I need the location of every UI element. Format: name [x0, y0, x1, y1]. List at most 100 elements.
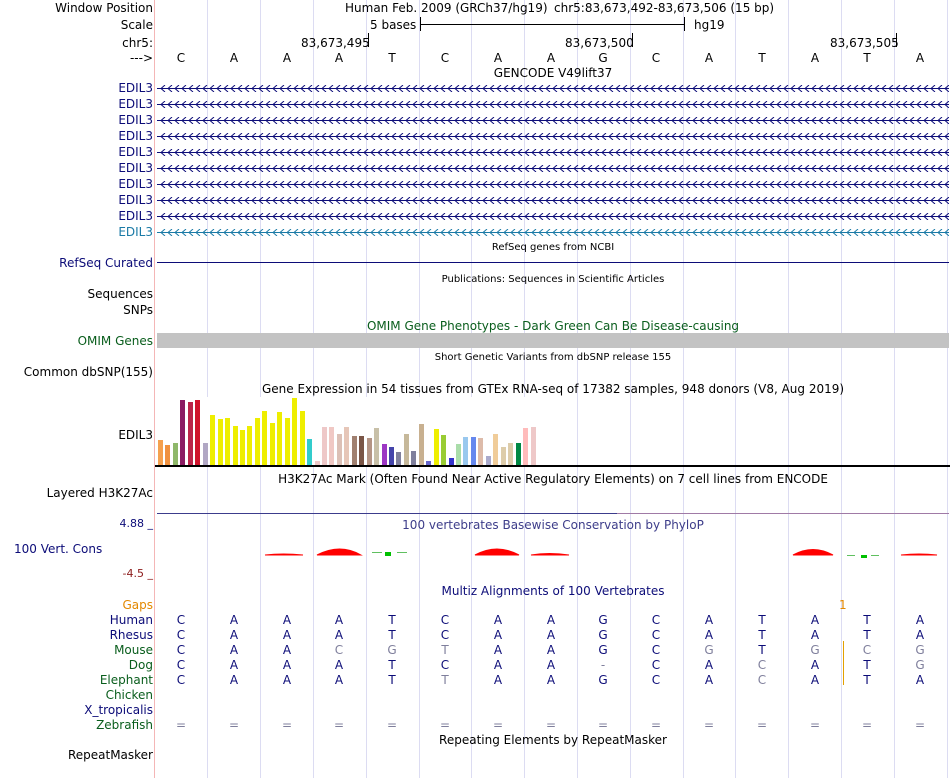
dbsnp-track-title[interactable]: Short Genetic Variants from dbSNP releas…	[434, 352, 672, 363]
species-label-rhesus[interactable]: Rhesus	[109, 628, 153, 642]
repeatmasker-label[interactable]: RepeatMasker	[67, 748, 153, 762]
gtex-tissue-bar[interactable]	[292, 398, 298, 465]
gencode-transcript-label[interactable]: EDIL3	[118, 129, 153, 143]
gtex-tissue-bar[interactable]	[225, 418, 230, 465]
gtex-tissue-bar[interactable]	[441, 435, 447, 465]
multiz-track-title[interactable]: Multiz Alignments of 100 Vertebrates	[441, 584, 665, 598]
gtex-tissue-bar[interactable]	[456, 444, 461, 465]
gtex-tissue-bar[interactable]	[284, 418, 290, 465]
chrom-label[interactable]: chr5:	[122, 36, 153, 50]
gencode-transcript-strand[interactable]	[157, 101, 949, 108]
gencode-transcript-label[interactable]: EDIL3	[118, 177, 153, 191]
gencode-transcript-strand[interactable]	[157, 213, 949, 220]
gtex-tissue-bar[interactable]	[262, 411, 268, 465]
gtex-tissue-bar[interactable]	[366, 438, 372, 465]
gtex-tissue-bar[interactable]	[240, 430, 245, 465]
gencode-transcript-strand[interactable]	[157, 85, 949, 92]
gencode-transcript-label[interactable]: EDIL3	[118, 81, 153, 95]
gtex-tissue-bar[interactable]	[381, 444, 387, 465]
gtex-tissue-bar[interactable]	[523, 428, 529, 465]
gtex-tissue-bar[interactable]	[426, 461, 432, 465]
gtex-tissue-bar[interactable]	[403, 434, 409, 465]
gencode-transcript-label[interactable]: EDIL3	[118, 161, 153, 175]
gencode-transcript-strand[interactable]	[157, 149, 949, 156]
gencode-transcript-label[interactable]: EDIL3	[118, 145, 153, 159]
gencode-track-title[interactable]: GENCODE V49lift37	[493, 66, 613, 80]
gtex-gene-label[interactable]: EDIL3	[118, 428, 153, 442]
gtex-tissue-bar[interactable]	[478, 438, 484, 465]
omim-genes-label[interactable]: OMIM Genes	[77, 334, 153, 348]
gtex-tissue-bar[interactable]	[411, 451, 417, 465]
gencode-transcript-label[interactable]: EDIL3	[118, 193, 153, 207]
gtex-tissue-bar[interactable]	[172, 443, 178, 465]
gencode-transcript-label[interactable]: EDIL3	[118, 113, 153, 127]
phylop-track-title[interactable]: 100 vertebrates Basewise Conservation by…	[402, 518, 704, 532]
h3k27ac-track-title[interactable]: H3K27Ac Mark (Often Found Near Active Re…	[278, 472, 828, 486]
publications-track-title[interactable]: Publications: Sequences in Scientific Ar…	[441, 274, 665, 285]
species-label-human[interactable]: Human	[109, 613, 153, 627]
gaps-label[interactable]: Gaps	[122, 598, 153, 612]
gtex-tissue-bar[interactable]	[374, 428, 380, 465]
gtex-tissue-bar[interactable]	[515, 443, 521, 465]
phylop-signal[interactable]	[157, 540, 949, 564]
strand-arrow-label[interactable]: --->	[129, 51, 153, 65]
species-label-x-tropicalis[interactable]: X_tropicalis	[84, 703, 153, 717]
refseq-gene-line[interactable]	[157, 262, 949, 263]
gtex-tissue-bar[interactable]	[165, 445, 171, 465]
gencode-transcript-label[interactable]: EDIL3	[118, 209, 153, 223]
gtex-tissue-bar[interactable]	[314, 461, 320, 465]
gencode-transcript-strand[interactable]	[157, 229, 949, 236]
gtex-tissue-bar[interactable]	[463, 437, 469, 465]
snps-label[interactable]: SNPs	[123, 303, 153, 317]
species-label-zebrafish[interactable]: Zebrafish	[96, 718, 153, 732]
gtex-tissue-bar[interactable]	[530, 427, 536, 465]
gtex-tissue-bar[interactable]	[195, 400, 201, 465]
refseq-curated-label[interactable]: RefSeq Curated	[59, 256, 153, 270]
scale-label[interactable]: Scale	[120, 18, 153, 32]
sequences-label[interactable]: Sequences	[87, 287, 153, 301]
gtex-tissue-bar[interactable]	[269, 423, 275, 465]
layered-h3k27ac-label[interactable]: Layered H3K27Ac	[46, 486, 153, 500]
gencode-transcript-strand[interactable]	[157, 165, 949, 172]
gtex-tissue-bar[interactable]	[187, 402, 193, 465]
gtex-tissue-bar[interactable]	[247, 426, 253, 465]
gtex-tissue-bar[interactable]	[277, 412, 283, 465]
gtex-tissue-bar[interactable]	[418, 424, 424, 465]
gtex-tissue-bar[interactable]	[217, 419, 223, 465]
gencode-transcript-strand[interactable]	[157, 181, 949, 188]
gtex-tissue-bar[interactable]	[493, 434, 499, 465]
gtex-tissue-bar[interactable]	[321, 427, 327, 465]
phylop-track-label[interactable]: 100 Vert. Cons	[14, 542, 103, 556]
gencode-transcript-strand[interactable]	[157, 133, 949, 140]
gtex-tissue-bar[interactable]	[508, 443, 514, 465]
window-position-label[interactable]: Window Position	[55, 1, 153, 15]
gtex-tissue-bar[interactable]	[396, 452, 402, 465]
gencode-transcript-strand[interactable]	[157, 117, 949, 124]
species-label-dog[interactable]: Dog	[128, 658, 153, 672]
gtex-tissue-bar[interactable]	[307, 439, 312, 465]
gtex-tissue-bar[interactable]	[254, 418, 260, 465]
gtex-tissue-bar[interactable]	[344, 427, 350, 465]
gtex-tissue-bar[interactable]	[351, 436, 357, 465]
common-dbsnp-label[interactable]: Common dbSNP(155)	[23, 365, 153, 379]
refseq-track-title[interactable]: RefSeq genes from NCBI	[491, 242, 615, 253]
gtex-track-title[interactable]: Gene Expression in 54 tissues from GTEx …	[261, 382, 845, 396]
gtex-tissue-bar[interactable]	[232, 426, 238, 465]
gtex-tissue-bar[interactable]	[448, 458, 454, 465]
gencode-transcript-strand[interactable]	[157, 197, 949, 204]
gtex-tissue-bar[interactable]	[389, 447, 394, 465]
gtex-tissue-bar[interactable]	[210, 415, 216, 465]
gtex-tissue-bar[interactable]	[336, 434, 342, 465]
omim-track-title[interactable]: OMIM Gene Phenotypes - Dark Green Can Be…	[366, 319, 740, 333]
gencode-transcript-label[interactable]: EDIL3	[118, 97, 153, 111]
species-label-mouse[interactable]: Mouse	[114, 643, 153, 657]
species-label-chicken[interactable]: Chicken	[105, 688, 153, 702]
gtex-expression-chart[interactable]	[157, 397, 537, 465]
repeatmasker-track-title[interactable]: Repeating Elements by RepeatMasker	[439, 733, 667, 747]
gtex-tissue-bar[interactable]	[470, 437, 476, 465]
gtex-tissue-bar[interactable]	[433, 429, 439, 465]
gencode-transcript-label[interactable]: EDIL3	[118, 225, 153, 239]
gtex-tissue-bar[interactable]	[158, 440, 163, 465]
gtex-tissue-bar[interactable]	[180, 400, 186, 465]
gtex-tissue-bar[interactable]	[202, 443, 208, 465]
